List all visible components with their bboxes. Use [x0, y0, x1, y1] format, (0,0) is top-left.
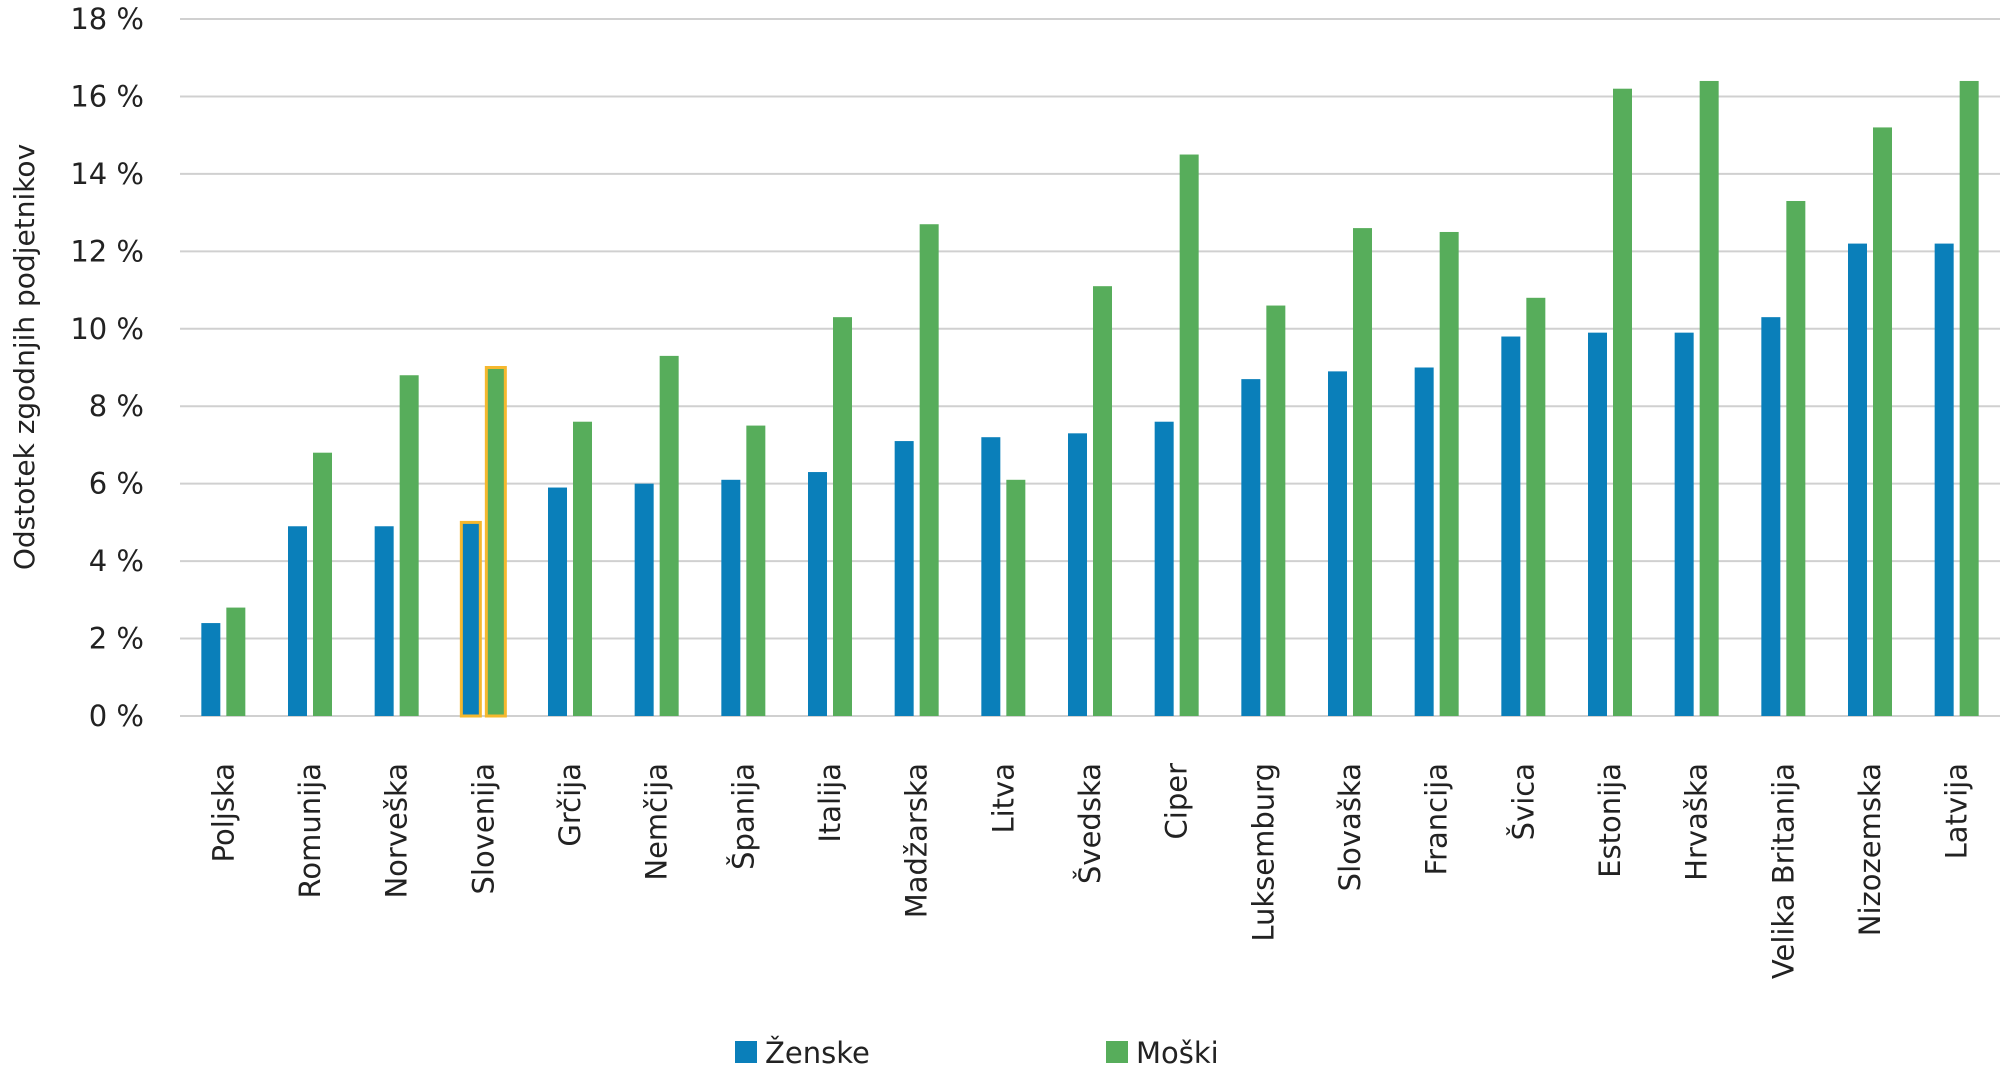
y-tick-label: 0 % [89, 699, 144, 733]
y-tick-label: 6 % [89, 467, 144, 501]
bar-zenske [288, 526, 307, 716]
bar-zenske [1154, 421, 1174, 716]
gridlines [180, 18, 2000, 717]
category-label: Španija [726, 763, 760, 870]
x-axis-categories: Poljska Romunija Norveška Slovenija Grčija Ne… [206, 763, 1973, 979]
bar-zenske [1501, 336, 1521, 716]
bar-moski [484, 366, 507, 718]
legend: Ženske Moški [735, 1036, 1219, 1067]
bar-zenske [1848, 243, 1867, 717]
y-tick-label: 4 % [89, 544, 144, 578]
y-axis-title: Odstotek zgodnjih podjetnikov [8, 144, 41, 570]
bar-zenske [1414, 367, 1434, 716]
y-tick-label: 8 % [89, 389, 144, 423]
bar-zenske [459, 520, 482, 718]
category-label: Slovaška [1333, 763, 1367, 891]
bar-moski [1526, 297, 1546, 716]
category-label: Estonija [1593, 763, 1627, 878]
bar-moski [313, 452, 332, 716]
category-label: Hrvaška [1680, 763, 1714, 881]
category-label: Grčija [553, 763, 587, 847]
bar-moski [1266, 305, 1286, 716]
bar-moski [659, 355, 679, 716]
category-label: Latvija [1940, 763, 1974, 859]
bar-zenske [201, 623, 221, 716]
category-label: Švica [1506, 763, 1540, 840]
category-label: Nemčija [640, 763, 674, 881]
category-label: Madžarska [900, 763, 934, 918]
legend-label-zenske: Ženske [765, 1036, 870, 1067]
bar-zenske [808, 472, 827, 716]
category-label: Italija [813, 763, 847, 843]
y-tick-label: 2 % [89, 622, 144, 656]
bar-zenske [981, 437, 1001, 716]
y-axis-ticks: 0 % 2 % 4 % 6 % 8 % 10 % 12 % 14 % 16 % 18 % [70, 2, 144, 733]
y-tick-label: 18 % [70, 2, 144, 36]
bar-zenske [634, 483, 654, 716]
bar-moski [1353, 228, 1372, 716]
bar-moski [746, 425, 766, 716]
bar-moski [919, 224, 939, 716]
bar-zenske [1328, 371, 1347, 716]
bar-moski [1873, 127, 1892, 716]
bar-moski [1439, 231, 1459, 716]
bar-moski [399, 375, 419, 716]
bars [201, 80, 1979, 718]
bar-zenske [894, 441, 914, 716]
category-label: Slovenija [466, 763, 500, 894]
bar-zenske [721, 479, 741, 716]
legend-swatch-moski [1106, 1041, 1128, 1063]
category-label: Litva [986, 763, 1020, 834]
category-label: Velika Britanija [1766, 763, 1800, 979]
bar-moski [1959, 80, 1979, 716]
legend-swatch-zenske [735, 1041, 757, 1063]
bar-moski [1613, 88, 1632, 716]
bar-zenske [374, 526, 394, 716]
y-tick-label: 10 % [70, 312, 144, 346]
bar-zenske [1068, 433, 1087, 716]
y-tick-label: 14 % [70, 157, 144, 191]
category-label: Poljska [206, 763, 240, 862]
bar-zenske [1241, 379, 1261, 716]
category-label: Ciper [1160, 763, 1194, 840]
bar-moski [1093, 286, 1112, 716]
bar-zenske [548, 487, 567, 716]
y-tick-label: 12 % [70, 234, 144, 268]
bar-zenske [1674, 332, 1694, 716]
bar-moski [573, 421, 592, 716]
bar-zenske [1761, 317, 1781, 716]
bar-moski [1179, 154, 1199, 716]
bar-zenske [1588, 332, 1607, 716]
bar-moski [1006, 479, 1026, 716]
bar-zenske [1934, 243, 1954, 717]
category-label: Romunija [293, 763, 327, 898]
category-label: Nizozemska [1853, 763, 1887, 936]
bar-moski [833, 317, 852, 716]
category-label: Francija [1420, 763, 1454, 875]
y-tick-label: 16 % [70, 79, 144, 113]
legend-label-moski: Moški [1136, 1036, 1219, 1067]
bar-moski [1786, 200, 1806, 716]
bar-moski [226, 607, 246, 716]
category-label: Norveška [380, 763, 414, 899]
category-label: Luksemburg [1246, 763, 1280, 942]
bar-moski [1699, 80, 1719, 716]
category-label: Švedska [1073, 763, 1107, 884]
